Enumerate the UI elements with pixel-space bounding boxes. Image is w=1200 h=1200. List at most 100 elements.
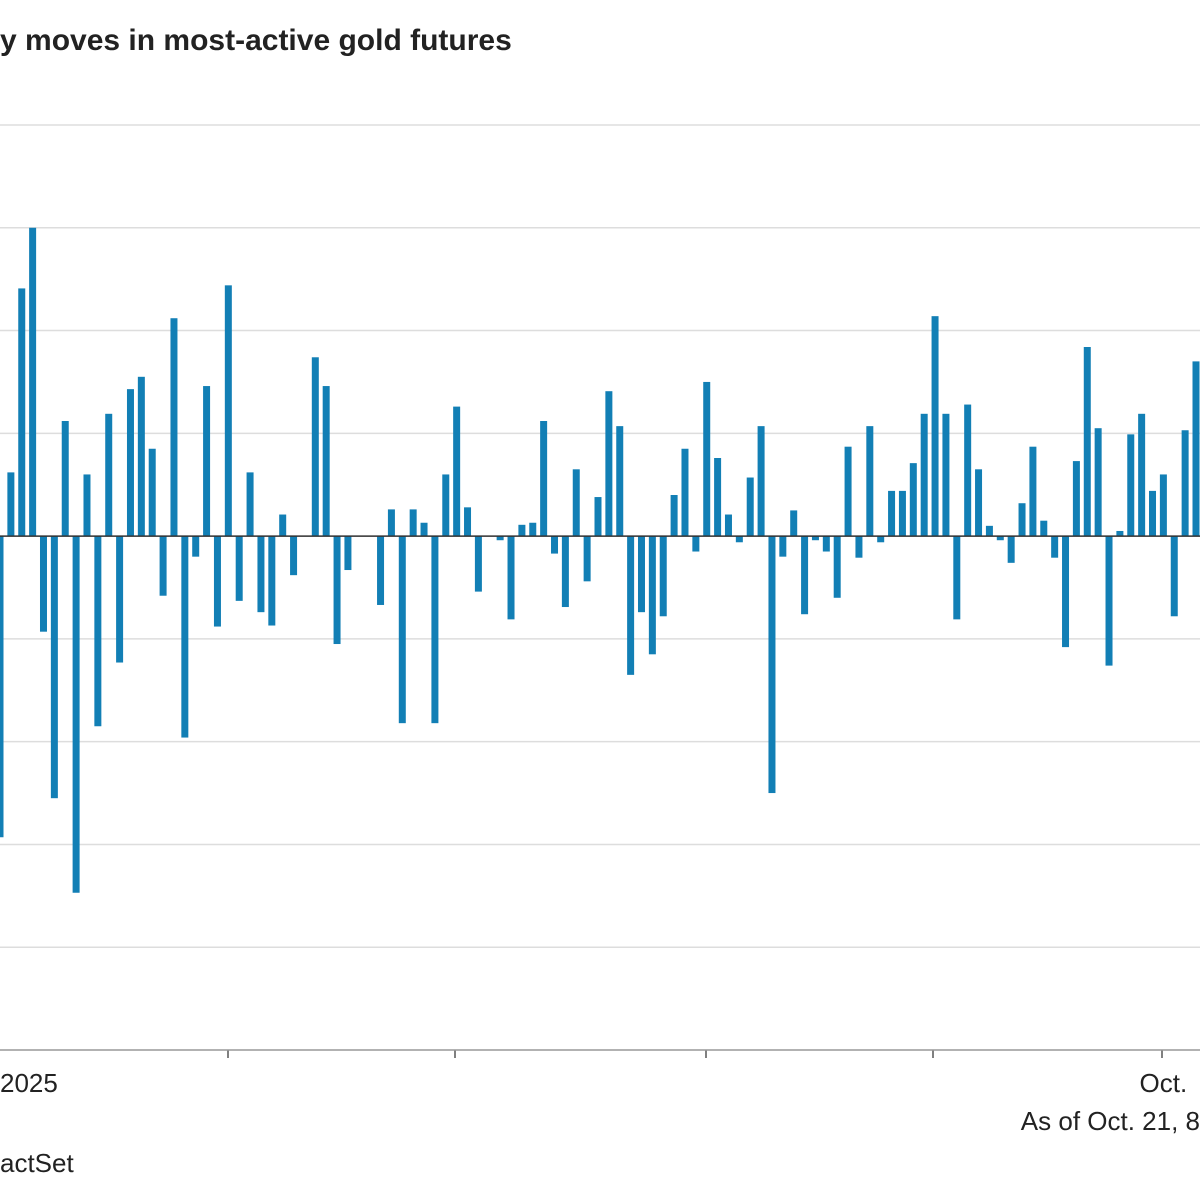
note: As of Oct. 21, 8 <box>1021 1106 1200 1136</box>
bar <box>279 514 287 537</box>
bar <box>322 386 330 537</box>
bar <box>1105 536 1113 666</box>
bar <box>898 490 906 537</box>
bar <box>714 458 722 537</box>
bar <box>1083 347 1091 537</box>
bar <box>877 536 885 543</box>
bar <box>811 536 819 541</box>
bar <box>931 316 939 537</box>
bar <box>616 426 624 537</box>
bar <box>561 536 569 608</box>
bar <box>268 536 276 626</box>
bar <box>659 536 667 617</box>
bar <box>540 421 548 537</box>
bar <box>605 391 613 537</box>
bar <box>290 536 298 576</box>
month-ticks <box>227 1050 1163 1058</box>
bar <box>311 357 319 537</box>
bar <box>583 536 591 582</box>
bar <box>529 522 537 537</box>
bar <box>1029 446 1037 537</box>
bar <box>398 536 406 724</box>
bar <box>474 536 482 592</box>
bar <box>0 536 4 838</box>
bar <box>692 536 700 552</box>
bar <box>724 514 732 537</box>
bar <box>648 536 656 655</box>
bar <box>779 536 787 557</box>
bar <box>1181 430 1189 537</box>
bar <box>246 472 254 537</box>
bar <box>551 536 559 554</box>
bar <box>953 536 961 620</box>
source: actSet <box>0 1148 74 1178</box>
bar <box>137 376 145 537</box>
bar <box>126 389 134 537</box>
bar <box>116 536 124 663</box>
bar <box>50 536 58 799</box>
x-tick-label: Oct. <box>1140 1068 1188 1098</box>
bar <box>790 510 798 537</box>
bar <box>518 524 526 537</box>
bar <box>1007 536 1015 563</box>
bar <box>985 525 993 537</box>
bar <box>866 426 874 537</box>
bar <box>29 227 37 537</box>
bar <box>464 507 472 537</box>
bar <box>1018 503 1026 537</box>
bar <box>572 469 580 537</box>
bar <box>920 413 928 537</box>
bar <box>409 509 417 537</box>
bar <box>431 536 439 724</box>
bar <box>627 536 635 675</box>
bar <box>442 474 450 537</box>
bar <box>594 497 602 537</box>
bar <box>942 413 950 537</box>
bar <box>964 404 972 537</box>
bar <box>39 536 47 632</box>
bar <box>344 536 352 571</box>
bar <box>181 536 189 738</box>
bar <box>148 448 156 537</box>
bar <box>735 536 743 543</box>
bar <box>833 536 841 598</box>
bar <box>637 536 645 613</box>
bar <box>333 536 341 645</box>
bar <box>61 421 69 537</box>
bar <box>7 472 15 537</box>
bar <box>105 413 113 537</box>
bar <box>507 536 515 620</box>
bar <box>170 318 178 537</box>
bar <box>975 469 983 537</box>
bar <box>746 477 754 537</box>
bar <box>18 288 26 537</box>
bar <box>844 446 852 537</box>
bar <box>192 536 200 557</box>
bar <box>83 474 91 537</box>
bar <box>235 536 243 601</box>
bar <box>257 536 265 613</box>
bar <box>453 406 461 537</box>
bar <box>420 522 428 537</box>
bar <box>1170 536 1178 617</box>
bar <box>855 536 863 558</box>
bar <box>1192 361 1200 537</box>
bar <box>888 490 896 537</box>
bar <box>801 536 809 615</box>
x-tick-label: 2025 <box>0 1068 58 1098</box>
bar <box>1149 490 1157 537</box>
bar <box>213 536 221 627</box>
bar <box>757 426 765 537</box>
bar <box>159 536 167 596</box>
bar <box>1072 461 1080 537</box>
bar <box>909 463 917 537</box>
bar <box>1116 530 1124 537</box>
bar <box>203 386 211 537</box>
bar <box>681 448 689 537</box>
bar <box>224 285 232 537</box>
bar <box>1138 413 1146 537</box>
bar <box>496 536 504 541</box>
bar <box>94 536 102 727</box>
bar <box>72 536 80 893</box>
